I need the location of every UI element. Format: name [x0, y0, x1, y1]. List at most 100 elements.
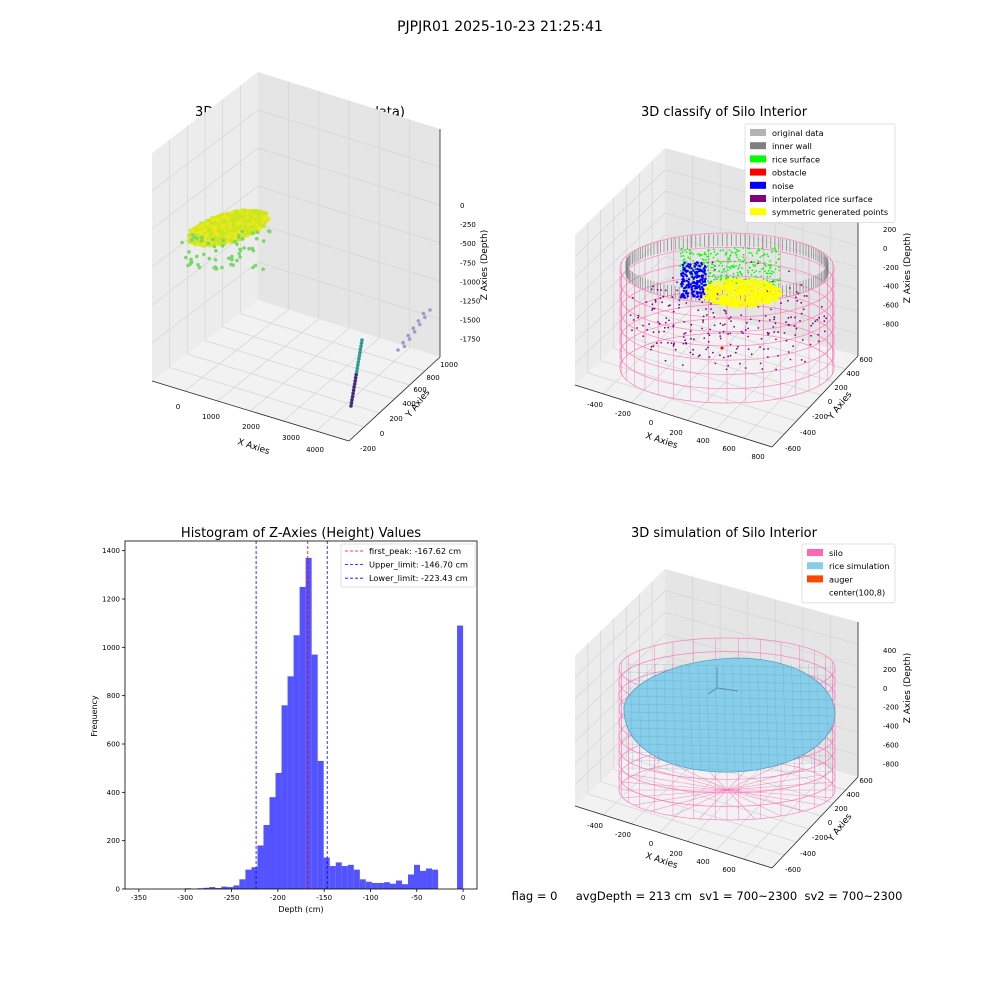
raw-surface-point — [257, 209, 262, 214]
classify-plot-ylabel: Y Axies — [826, 390, 855, 423]
classify-interpolated-point — [718, 332, 721, 334]
simulation-plot-title: 3D simulation of Silo Interior — [631, 526, 818, 541]
raw-scatter-point — [180, 240, 184, 245]
classify-interpolated-point — [719, 322, 722, 325]
raw-scatter-point — [187, 250, 191, 254]
classify-interpolated-point — [794, 334, 797, 336]
raw-column-point — [357, 353, 362, 358]
histogram-bar — [221, 886, 228, 889]
simulation-x-tick: -200 — [615, 831, 631, 839]
raw-surface-point — [227, 234, 232, 239]
classify-noise-point — [687, 281, 690, 284]
classify-rice-surface-point — [753, 265, 756, 268]
raw-scatter-point — [240, 237, 245, 241]
classify-plot-title: 3D classify of Silo Interior — [641, 105, 808, 120]
classify-interpolated-point — [664, 321, 667, 324]
raw-plot-xlabel: X Axies — [236, 437, 271, 457]
classify-rice-surface-point — [767, 269, 770, 272]
raw-surface-point — [202, 227, 207, 232]
classify-rice-surface-point — [749, 261, 752, 264]
classify-rice-surface-point — [747, 271, 750, 274]
classify-rice-surface-point — [710, 252, 712, 255]
classify-interpolated-point — [652, 307, 654, 310]
classify-interpolated-point — [785, 339, 788, 342]
simulation-rice-mesh-line — [825, 663, 829, 771]
classify-noise-point — [689, 263, 692, 266]
histogram-bar — [401, 884, 408, 889]
classify-symmetric-point — [742, 296, 746, 300]
classify-interpolated-point — [787, 351, 790, 353]
classify-interpolated-point — [730, 320, 732, 322]
classify-symmetric-point — [725, 280, 729, 284]
classify-symmetric-point — [751, 293, 755, 297]
simulation-rice-mesh-line — [663, 663, 668, 771]
classify-noise-point — [685, 289, 688, 293]
raw-surface-point — [208, 230, 213, 235]
raw-scatter-point — [261, 267, 265, 272]
raw-scatter-point — [231, 263, 235, 267]
classify-rice-surface-point — [777, 279, 780, 282]
raw-scatter-point — [237, 251, 241, 256]
classify-noise-point — [693, 262, 697, 265]
classify-symmetric-point — [716, 280, 720, 284]
classify-rice-surface-point — [769, 275, 772, 278]
classify-interpolated-point — [702, 321, 704, 323]
raw-surface-point — [194, 227, 198, 232]
raw-scatter-point — [255, 230, 260, 235]
panel-simulation: 3D simulation of Silo Interior -400-2000… — [574, 526, 913, 874]
classify-symmetric-point — [769, 293, 772, 297]
classify-interpolated-point — [690, 323, 693, 326]
classify-rice-surface-point — [716, 252, 719, 255]
classify-noise-point — [691, 284, 695, 288]
histogram-legend-frame — [340, 543, 476, 588]
raw-surface-point — [257, 227, 262, 232]
classify-rice-surface-point — [720, 262, 722, 264]
classify-interpolated-point — [664, 289, 667, 292]
raw-scatter-point — [189, 257, 193, 262]
raw-column-point — [350, 394, 355, 399]
classify-interpolated-point — [757, 327, 760, 329]
classify-floor-grid — [613, 348, 809, 409]
simulation-silo-spoke — [698, 789, 728, 820]
classify-interpolated-point — [645, 301, 648, 303]
classify-rice-surface-point — [763, 254, 765, 257]
classify-rice-surface-point — [751, 269, 754, 272]
classify-interpolated-point — [705, 308, 707, 310]
classify-symmetric-point — [729, 300, 732, 304]
classify-rice-surface-point — [763, 252, 766, 255]
classify-symmetric-point — [755, 281, 759, 285]
classify-interpolated-point — [794, 316, 796, 319]
status-line: flag = 0 avgDepth = 213 cm sv1 = 700~230… — [512, 889, 903, 903]
classify-interpolated-point — [825, 317, 828, 320]
raw-surface-point — [228, 225, 233, 230]
classify-interpolated-point — [790, 316, 792, 319]
raw-scatter-point — [253, 263, 258, 268]
classify-interpolated-point — [760, 337, 763, 340]
classify-interpolated-point — [707, 340, 710, 343]
simulation-x-tick: 600 — [722, 866, 735, 874]
classify-interpolated-point — [685, 342, 688, 345]
classify-legend-swatch — [750, 168, 766, 176]
classify-rice-surface-point — [753, 271, 756, 274]
classify-rice-surface-point — [717, 276, 720, 279]
histogram-bar — [311, 654, 318, 889]
classify-interpolated-point — [758, 320, 761, 322]
raw-scatter-point — [238, 255, 242, 259]
classify-symmetric-point — [729, 291, 733, 295]
classify-rice-surface-point — [735, 265, 737, 267]
raw-plot-zlabel: Z Axies (Depth) — [480, 230, 490, 301]
raw-surface-point — [224, 226, 229, 231]
simulation-rice-mesh-line — [625, 759, 835, 765]
classify-noise-point — [697, 264, 701, 267]
classify-interpolated-point — [725, 312, 727, 315]
histogram-bars — [185, 557, 464, 890]
classify-interpolated-point — [667, 326, 670, 329]
classify-symmetric-point — [734, 285, 738, 289]
classify-interpolated-point — [767, 348, 769, 350]
raw-x-tick: 2000 — [242, 423, 260, 431]
simulation-silo-spoke — [650, 768, 728, 791]
classify-y-tick: -400 — [800, 429, 816, 437]
classify-interpolated-point — [716, 293, 719, 295]
classify-rice-surface-point — [688, 257, 691, 260]
raw-surface-point — [257, 218, 261, 223]
